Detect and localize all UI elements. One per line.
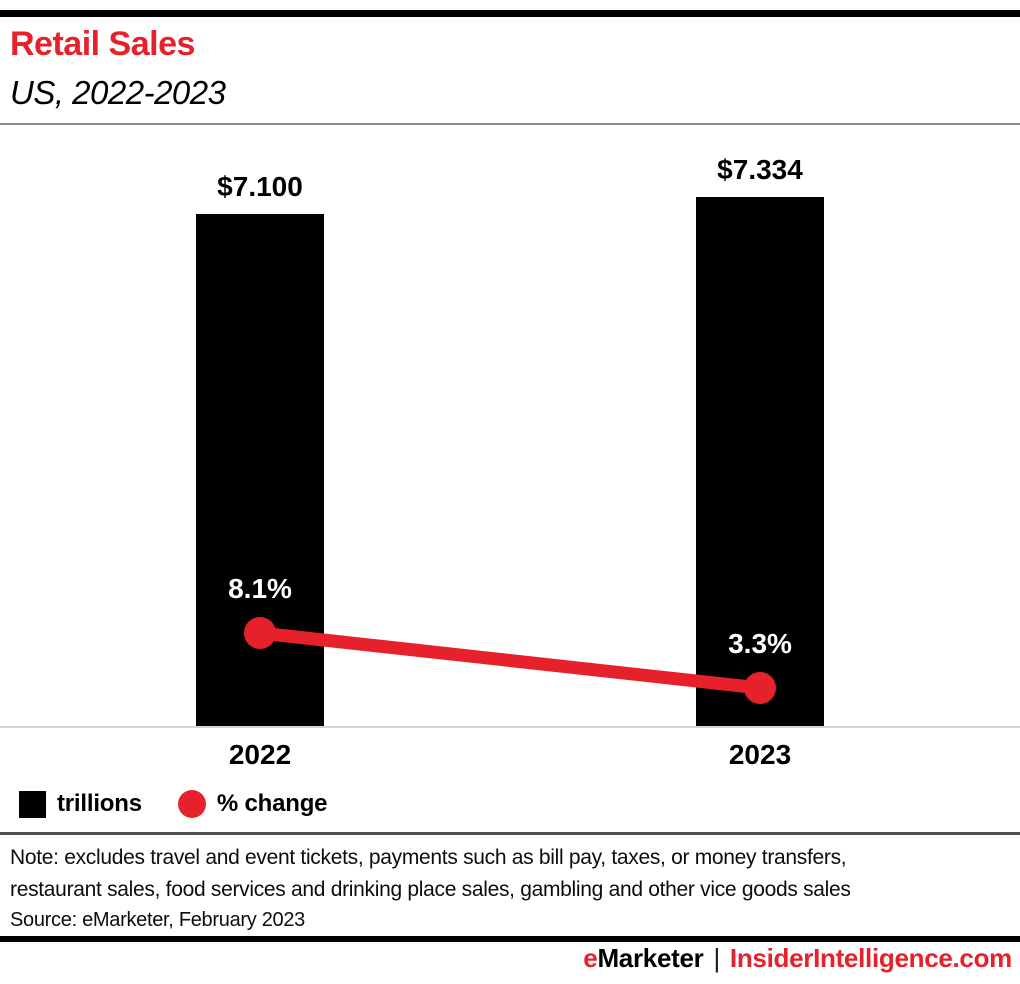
note-line-1: Note: excludes travel and event tickets,… (10, 846, 847, 869)
legend-label-pct-change: % change (216, 790, 328, 817)
header-divider (0, 123, 1020, 125)
legend-item-pct-change: % change (177, 790, 328, 818)
bar-value-label-2023: $7.334 (717, 154, 803, 185)
chart-area: $7.100 $7.334 8.1% 3.3% (0, 124, 1020, 726)
brand-e: e (583, 943, 598, 973)
trend-line-svg (259, 626, 761, 695)
legend-item-trillions: trillions (19, 790, 142, 818)
legend-label-trillions: trillions (57, 790, 142, 817)
note-divider (0, 832, 1020, 835)
footer-site-link[interactable]: InsiderIntelligence.com (729, 943, 1012, 973)
line-point-label-2022: 8.1% (228, 573, 292, 604)
note-text: Note: excludes travel and event tickets,… (10, 842, 1014, 905)
footer-separator: | (713, 943, 720, 973)
trend-line (259, 626, 761, 695)
chart-subtitle: US, 2022-2023 (10, 74, 226, 111)
x-axis-line (0, 726, 1020, 728)
legend-square-swatch-icon (19, 790, 46, 818)
bar-2023 (696, 197, 824, 726)
note-line-2: restaurant sales, food services and drin… (10, 877, 851, 901)
line-point-label-2023: 3.3% (728, 628, 792, 659)
brand-emarketer: eMarketer (583, 944, 703, 972)
footer-branding: eMarketer | InsiderIntelligence.com (583, 944, 1012, 972)
bar-column-2023: $7.334 (696, 156, 824, 726)
legend-circle-swatch-icon (177, 790, 206, 818)
legend: trillions % change (19, 790, 328, 818)
bar-value-label-2022: $7.100 (217, 171, 303, 202)
top-accent-bar (0, 10, 1020, 17)
source-text: Source: eMarketer, February 2023 (10, 909, 305, 931)
x-axis-label-2023: 2023 (728, 739, 792, 770)
x-axis-label-2022: 2022 (228, 739, 292, 770)
chart-title: Retail Sales (10, 25, 195, 63)
line-point-2023 (744, 672, 776, 704)
footer-rule (0, 936, 1020, 942)
brand-marketer: Marketer (597, 943, 704, 973)
line-point-2022 (244, 617, 276, 649)
